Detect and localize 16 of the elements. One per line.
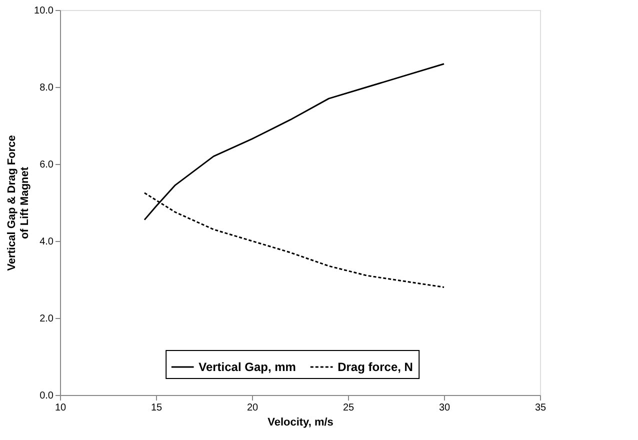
y-tick-label: 8.0 <box>40 82 54 94</box>
x-tick-label: 35 <box>534 402 546 414</box>
y-axis-title: Vertical Gap & Drag Force of Lift Magnet <box>6 135 32 271</box>
x-tick-label: 30 <box>438 402 450 414</box>
y-tick-label: 4.0 <box>40 236 54 248</box>
x-tick-label: 15 <box>150 402 162 414</box>
y-tick-label: 10.0 <box>34 6 54 16</box>
x-axis-title: Velocity, m/s <box>268 416 334 428</box>
x-tick-label: 10 <box>54 402 66 414</box>
legend-label: Vertical Gap, mm <box>198 360 296 374</box>
y-tick-label: 0.0 <box>40 390 54 402</box>
x-tick-label: 20 <box>246 402 258 414</box>
y-tick-label: 2.0 <box>40 314 54 324</box>
y-tick-label: 6.0 <box>40 160 54 170</box>
x-tick-label: 25 <box>342 402 354 414</box>
legend-label: Drag force, N <box>338 360 413 374</box>
